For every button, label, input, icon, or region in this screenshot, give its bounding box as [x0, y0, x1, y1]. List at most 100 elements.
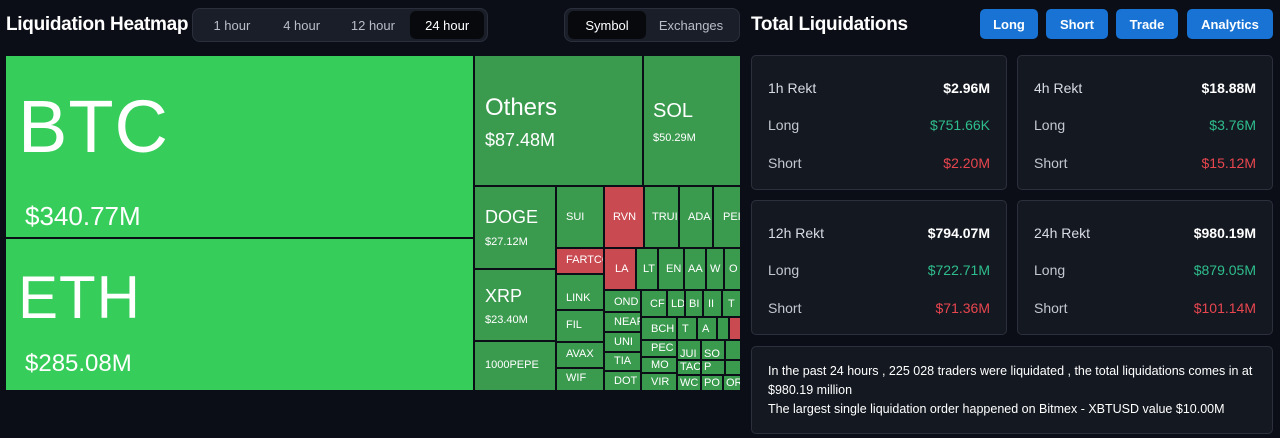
tile-pec[interactable]: PEC [642, 341, 676, 356]
tile-uni[interactable]: UNI [605, 333, 640, 351]
tile-t2-symbol: T [682, 323, 689, 335]
tile-link[interactable]: LINK [557, 275, 603, 309]
short-button[interactable]: Short [1046, 9, 1108, 39]
tile-ld[interactable]: LD [668, 291, 684, 316]
tile-ond[interactable]: OND [605, 291, 640, 311]
tile-en[interactable]: EN [659, 249, 683, 289]
tile-near-symbol: NEAR [614, 316, 640, 328]
tile-po-symbol: PO [704, 377, 720, 389]
tile-others-symbol: Others [485, 94, 558, 121]
tile-t1[interactable]: T [723, 291, 740, 316]
tile-pei[interactable]: PEI [714, 187, 740, 247]
trade-button[interactable]: Trade [1116, 9, 1178, 39]
analytics-button[interactable]: Analytics [1187, 9, 1273, 39]
tile-sol-value: $50.29M [653, 132, 696, 144]
tile-jui[interactable]: JUI [678, 341, 700, 359]
card-4h-rekt: 4h Rekt $18.88M Long $3.76M Short $15.12M [1017, 55, 1273, 190]
tile-t2[interactable]: T [678, 318, 696, 339]
tile-others[interactable]: Others $87.48M [475, 56, 642, 185]
view-option-exchanges[interactable]: Exchanges [658, 17, 724, 33]
card-1h-rekt: 1h Rekt $2.96M Long $751.66K Short $2.20M [751, 55, 1007, 190]
tile-or-symbol: OR [726, 377, 740, 389]
tile-eth[interactable]: ETH $285.08M [6, 239, 473, 390]
short-value: $15.12M [1201, 155, 1256, 171]
tile-ii[interactable]: II [704, 291, 721, 316]
tile-or[interactable]: OR [724, 376, 740, 390]
tile-eth-value: $285.08M [25, 350, 132, 377]
long-value: $751.66K [930, 117, 990, 133]
tile-fil[interactable]: FIL [557, 311, 603, 341]
card-total: $18.88M [1201, 80, 1256, 96]
tile-fartco-symbol: FARTCO [566, 254, 603, 266]
long-button[interactable]: Long [980, 9, 1038, 39]
tile-a-symbol: A [702, 323, 710, 335]
tile-lt-symbol: LT [643, 263, 656, 275]
tile-xrp[interactable]: XRP $23.40M [475, 270, 555, 340]
tile-ada[interactable]: ADA [680, 187, 712, 247]
tile-1000pepe[interactable]: 1000PEPE [475, 342, 555, 390]
tile-a[interactable]: A [698, 318, 716, 339]
tile-sui-symbol: SUI [566, 211, 585, 223]
tile-small-y[interactable] [726, 361, 740, 374]
time-option-12h[interactable]: 12 hour [350, 17, 395, 33]
tile-vir[interactable]: VIR [642, 374, 676, 390]
short-label: Short [768, 155, 802, 171]
tile-wif-symbol: WIF [566, 372, 587, 384]
tile-btc[interactable]: BTC $340.77M [6, 56, 473, 237]
tile-so[interactable]: SO [702, 341, 724, 359]
long-label: Long [1034, 262, 1066, 278]
tile-wif[interactable]: WIF [557, 369, 603, 390]
tile-tiny-red[interactable] [730, 318, 740, 339]
tile-w[interactable]: W [707, 249, 723, 289]
tile-bch[interactable]: BCH [642, 318, 676, 339]
tile-o[interactable]: O [725, 249, 740, 289]
liquidation-summary: In the past 24 hours , 225 028 traders w… [751, 346, 1273, 434]
tile-avax[interactable]: AVAX [557, 343, 603, 367]
time-option-24h[interactable]: 24 hour [410, 11, 484, 39]
tile-vir-symbol: VIR [651, 376, 670, 388]
tile-pec-symbol: PEC [651, 342, 674, 354]
tile-la[interactable]: LA [605, 249, 635, 289]
summary-line-1: In the past 24 hours , 225 028 traders w… [768, 364, 1253, 397]
tile-near[interactable]: NEAR [605, 313, 640, 331]
tile-cf[interactable]: CF [642, 291, 666, 316]
short-label: Short [1034, 300, 1068, 316]
tile-aa[interactable]: AA [685, 249, 705, 289]
tile-ii-symbol: II [708, 298, 715, 310]
card-total: $2.96M [943, 80, 990, 96]
card-12h-rekt: 12h Rekt $794.07M Long $722.71M Short $71.3… [751, 200, 1007, 335]
short-label: Short [1034, 155, 1068, 171]
tile-wc-symbol: WC [680, 377, 699, 389]
long-label: Long [768, 262, 800, 278]
tile-fartco[interactable]: FARTCO [557, 249, 603, 273]
time-option-4h[interactable]: 4 hour [283, 17, 321, 33]
tile-dot[interactable]: DOT [605, 372, 640, 390]
tile-bi[interactable]: BI [686, 291, 702, 316]
tile-trui[interactable]: TRUI [645, 187, 678, 247]
tile-sui[interactable]: SUI [557, 187, 603, 247]
tile-tac[interactable]: TAC [678, 361, 700, 374]
view-selector: Symbol Exchanges [564, 8, 740, 42]
tile-wc[interactable]: WC [678, 376, 700, 390]
tile-lt[interactable]: LT [637, 249, 657, 289]
tile-sol[interactable]: SOL $50.29M [644, 56, 740, 185]
tile-tiny-green[interactable] [718, 318, 728, 339]
tile-p[interactable]: P [702, 361, 724, 374]
tile-small-x[interactable] [726, 341, 740, 359]
card-total: $794.07M [927, 225, 990, 241]
tile-p-symbol: P [704, 361, 712, 373]
time-option-1h[interactable]: 1 hour [213, 17, 251, 33]
tile-rvn[interactable]: RVN [605, 187, 643, 247]
tile-mo[interactable]: MO [642, 358, 676, 372]
long-label: Long [768, 117, 800, 133]
time-range-selector: 1 hour 4 hour 12 hour 24 hour [192, 8, 488, 42]
tile-po[interactable]: PO [702, 376, 722, 390]
tile-en-symbol: EN [666, 263, 682, 275]
short-label: Short [768, 300, 802, 316]
tile-tia[interactable]: TIA [605, 353, 640, 370]
tile-pei-symbol: PEI [723, 211, 740, 223]
tile-xrp-symbol: XRP [485, 286, 523, 306]
tile-doge[interactable]: DOGE $27.12M [475, 187, 555, 268]
view-option-symbol[interactable]: Symbol [568, 11, 646, 39]
tile-fil-symbol: FIL [566, 319, 582, 331]
